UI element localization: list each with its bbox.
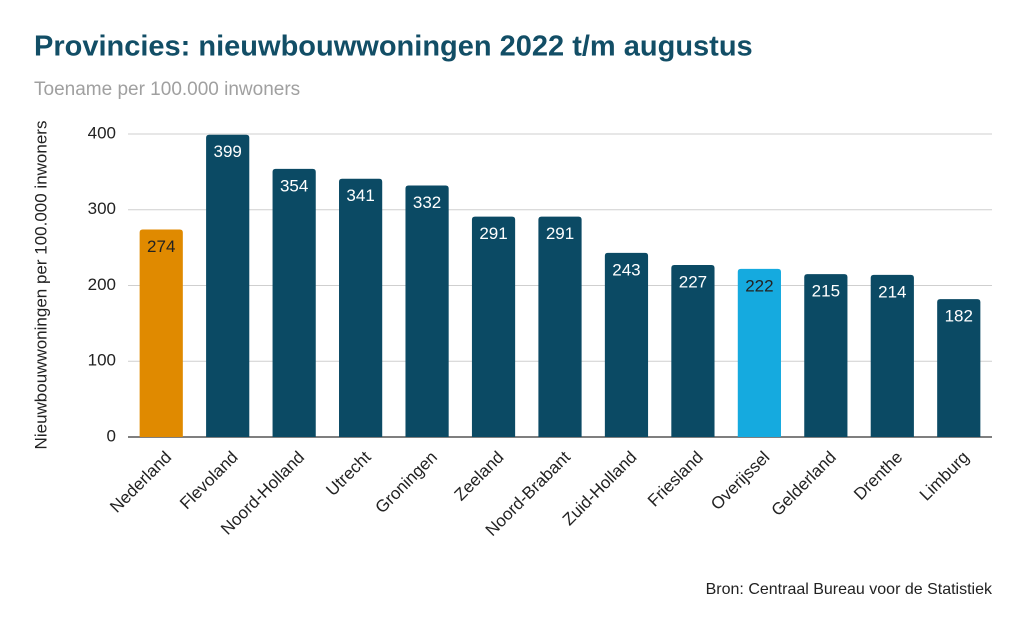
bar <box>339 178 383 437</box>
y-tick-label: 100 <box>88 351 116 370</box>
y-tick-label: 300 <box>88 199 116 218</box>
bar <box>937 299 981 437</box>
bar <box>604 252 649 437</box>
x-tick-label: Zeeland <box>451 448 508 505</box>
value-label: 291 <box>479 224 507 243</box>
value-label: 399 <box>214 142 242 161</box>
value-label: 227 <box>679 273 707 292</box>
value-label: 214 <box>878 282 906 301</box>
value-label: 243 <box>612 260 640 279</box>
bar <box>206 134 250 437</box>
bar <box>737 268 781 437</box>
x-tick-label: Flevoland <box>176 448 242 514</box>
y-tick-label: 200 <box>88 275 116 294</box>
value-label: 354 <box>280 176 308 195</box>
x-tick-label: Gelderland <box>768 448 840 520</box>
value-label: 182 <box>945 307 973 326</box>
bar <box>538 216 582 437</box>
value-label: 215 <box>812 282 840 301</box>
y-tick-label: 400 <box>88 123 116 142</box>
x-tick-label: Utrecht <box>322 447 374 499</box>
bar <box>272 168 316 437</box>
bar <box>804 274 848 437</box>
x-tick-label: Groningen <box>372 448 442 518</box>
value-label: 222 <box>745 276 773 295</box>
y-axis-label: Nieuwbouwwoningen per 100.000 inwoners <box>31 121 50 450</box>
bar <box>139 229 183 437</box>
bar <box>671 265 715 437</box>
x-tick-label: Friesland <box>644 448 707 511</box>
value-label: 291 <box>546 224 574 243</box>
x-tick-label: Drenthe <box>850 448 906 504</box>
x-tick-label: Nederland <box>106 448 175 517</box>
y-tick-label: 0 <box>107 426 116 445</box>
chart-subtitle: Toename per 100.000 inwoners <box>34 79 300 100</box>
bar <box>471 216 516 437</box>
source: Bron: Centraal Bureau voor de Statistiek <box>706 581 993 598</box>
value-label: 274 <box>147 237 175 256</box>
x-tick-label: Overijssel <box>707 448 773 514</box>
x-tick-label: Limburg <box>916 448 973 505</box>
bar <box>405 185 449 437</box>
bar <box>870 274 914 437</box>
value-label: 332 <box>413 193 441 212</box>
value-label: 341 <box>346 186 374 205</box>
chart-title: Provincies: nieuwbouwwoningen 2022 t/m a… <box>34 31 753 63</box>
